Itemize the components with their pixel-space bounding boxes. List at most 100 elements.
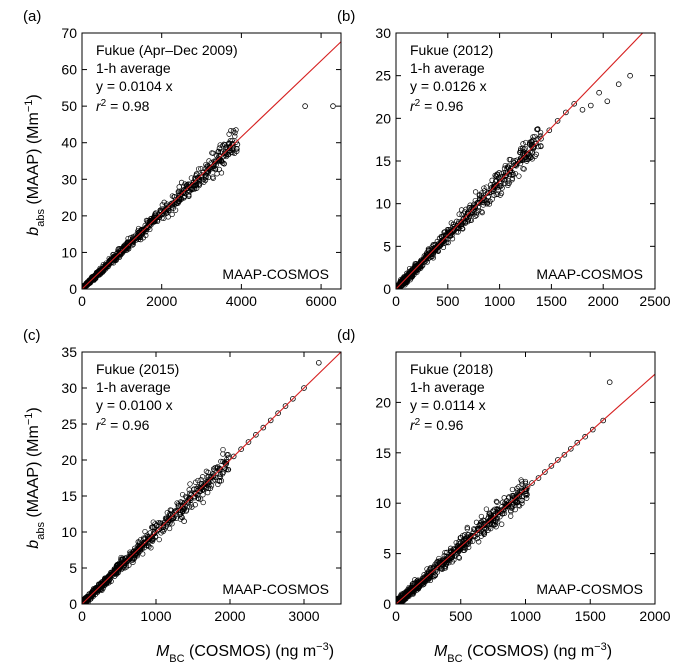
instrument-label: MAAP-COSMOS (222, 266, 329, 282)
data-point (204, 170, 210, 176)
data-point (521, 166, 527, 172)
data-point (462, 532, 468, 538)
y-axis-label-top: babs (MAAP) (Mm−1) (23, 94, 47, 235)
data-point (111, 569, 118, 576)
y-tick-label: 15 (61, 488, 77, 504)
data-point (479, 208, 485, 215)
data-point (497, 192, 503, 198)
data-point (178, 179, 185, 186)
data-point (493, 178, 499, 184)
data-point (186, 487, 192, 493)
fit-line (81, 351, 342, 605)
data-point (579, 107, 586, 113)
data-point (232, 133, 238, 139)
data-point (407, 588, 414, 594)
data-point (464, 526, 470, 532)
data-point (434, 564, 441, 571)
x-tick-label: 500 (449, 608, 473, 624)
data-point (494, 184, 501, 191)
data-point (480, 517, 486, 523)
data-point (494, 171, 500, 177)
data-point (587, 102, 594, 109)
y-tick-label: 5 (69, 560, 77, 576)
x-label-subscript: BC (169, 653, 184, 664)
y-label-superscript: −1 (23, 100, 35, 113)
x-axis-label-left: MBC (COSMOS) (ng m−3) (156, 641, 334, 664)
data-point (455, 221, 462, 227)
data-point (439, 559, 446, 566)
y-label-text: (MAAP) (Mm (25, 425, 42, 522)
data-point (190, 183, 197, 189)
y-tick-label: 15 (375, 153, 391, 169)
data-point (481, 529, 488, 536)
data-point (494, 499, 500, 505)
y-tick-label: 15 (375, 445, 391, 461)
data-point (474, 535, 481, 542)
data-point (130, 241, 136, 247)
data-point (166, 525, 173, 532)
data-point (411, 585, 417, 591)
data-point (223, 462, 229, 468)
data-point (199, 484, 205, 491)
r-value: = 0.96 (420, 98, 463, 114)
y-tick-label: 20 (61, 208, 77, 224)
x-tick-label: 2000 (146, 293, 177, 309)
data-point (548, 463, 555, 469)
data-point (176, 192, 183, 199)
data-point (505, 182, 511, 189)
data-point (315, 359, 322, 366)
data-point (441, 565, 447, 571)
instrument-label: MAAP-COSMOS (536, 266, 643, 282)
x-tick-label: 1000 (510, 608, 541, 624)
data-point (567, 445, 574, 452)
data-point (532, 153, 538, 159)
data-point (234, 141, 241, 148)
data-point (523, 150, 530, 157)
r-superscript: 2 (101, 98, 107, 109)
annotation-line: Fukue (2018) (410, 361, 493, 377)
data-point (192, 186, 198, 192)
y-tick-label: 20 (375, 110, 391, 126)
x-tick-label: 1500 (575, 608, 606, 624)
data-point (134, 547, 140, 554)
data-point (600, 417, 606, 424)
data-point (197, 485, 203, 492)
data-point (529, 150, 535, 156)
data-point (156, 212, 163, 218)
data-point (205, 478, 211, 485)
data-point (168, 200, 175, 207)
data-point (451, 546, 458, 552)
data-point (223, 460, 230, 467)
data-point (123, 244, 129, 251)
data-point (489, 177, 495, 183)
data-point (520, 141, 526, 147)
data-point (105, 261, 111, 268)
data-point (301, 385, 307, 391)
data-point (219, 159, 225, 165)
data-point (117, 562, 124, 568)
data-point (143, 224, 150, 231)
data-point (129, 556, 135, 562)
data-point (205, 489, 211, 496)
data-point (195, 477, 201, 484)
data-point (415, 585, 421, 591)
data-point (431, 563, 437, 570)
data-point (427, 574, 434, 580)
data-point (120, 560, 127, 567)
data-point (472, 204, 478, 210)
r-symbol: r (96, 98, 102, 114)
x-label-close: ) (607, 643, 612, 660)
data-point (507, 167, 513, 174)
data-point (172, 197, 179, 203)
data-point (219, 471, 226, 477)
data-point (542, 469, 548, 475)
data-point (129, 552, 136, 558)
r-superscript: 2 (415, 417, 421, 428)
data-point (397, 282, 403, 288)
data-point (195, 496, 202, 502)
data-point (439, 237, 446, 244)
data-point (432, 572, 438, 579)
data-point (180, 506, 186, 513)
data-point (444, 554, 451, 561)
data-point (149, 524, 155, 530)
